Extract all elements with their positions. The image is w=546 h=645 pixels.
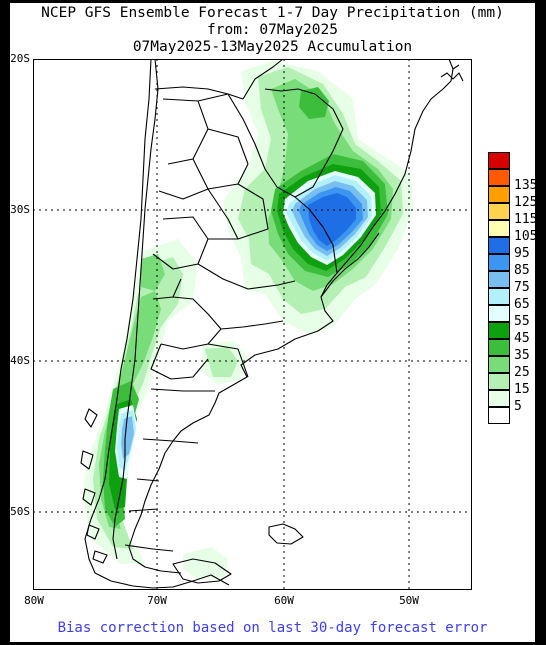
border-argentina-brazil — [294, 196, 338, 274]
coastline-west — [84, 59, 230, 589]
legend-label: 5 — [514, 399, 522, 414]
border-bolivia-east — [242, 59, 284, 100]
title-line-1: NCEP GFS Ensemble Forecast 1-7 Day Preci… — [41, 5, 504, 21]
province-lines-south — [124, 388, 215, 552]
legend-swatch — [488, 237, 510, 254]
footer-note: Bias correction based on last 30-day for… — [57, 620, 488, 636]
precip-5mm-sw-tip — [183, 547, 228, 579]
frame-left — [0, 0, 10, 645]
precip-25mm-west-coast — [99, 291, 161, 529]
lon-label-50w: 50W — [399, 594, 419, 607]
title-line-2: from: 07May2025 — [207, 22, 338, 38]
lat-label-30s: 30S — [10, 203, 30, 216]
falkland-islands — [268, 523, 304, 545]
lon-label-70w: 70W — [147, 594, 167, 607]
legend-swatch — [488, 288, 510, 305]
legend-swatch — [488, 305, 510, 322]
legend-label: 135 — [514, 178, 538, 193]
legend-swatch — [488, 186, 510, 203]
map-svg — [33, 59, 472, 590]
border-chile-argentina — [112, 59, 159, 560]
legend-label: 95 — [514, 246, 530, 261]
legend-swatch — [488, 373, 510, 390]
legend-label: 35 — [514, 348, 530, 363]
legend-label: 45 — [514, 331, 530, 346]
legend-label: 115 — [514, 212, 538, 227]
legend-swatch — [488, 356, 510, 373]
tierra-del-fuego — [172, 558, 232, 584]
border-bolivia-south — [154, 86, 244, 100]
legend-label: 25 — [514, 365, 530, 380]
province-lines-north — [152, 93, 296, 290]
border-uruguay — [320, 232, 380, 298]
chile-islands — [80, 408, 108, 564]
lat-label-40s: 40S — [10, 354, 30, 367]
legend-swatch — [488, 169, 510, 186]
precip-35mm-north-blob — [299, 87, 329, 119]
lon-label-80w: 80W — [24, 594, 44, 607]
lat-label-20s: 20S — [10, 52, 30, 65]
color-legend — [488, 152, 510, 494]
precip-15mm-central — [205, 347, 238, 377]
legend-label: 65 — [514, 297, 530, 312]
lon-label-60w: 60W — [274, 594, 294, 607]
province-lines-central — [150, 278, 284, 380]
legend-label: 85 — [514, 263, 530, 278]
coastline-east — [128, 59, 454, 574]
precip-shading — [83, 61, 413, 579]
legend-swatch — [488, 390, 510, 407]
legend-swatch — [488, 152, 510, 169]
legend-swatch — [488, 254, 510, 271]
map-border — [33, 59, 472, 590]
precipitation-map — [33, 59, 472, 590]
grid-lines — [33, 59, 472, 590]
legend-label: 15 — [514, 382, 530, 397]
precip-5mm-west-coast — [83, 239, 198, 564]
frame-top — [0, 0, 546, 3]
legend-swatch — [488, 322, 510, 339]
frame-right — [535, 0, 546, 645]
lat-label-50s: 50S — [10, 505, 30, 518]
legend-swatch — [488, 339, 510, 356]
precip-95mm-uy — [308, 193, 356, 246]
legend-swatch — [488, 407, 510, 424]
legend-label: 125 — [514, 195, 538, 210]
title-line-3: 07May2025-13May2025 Accumulation — [132, 39, 413, 55]
precip-25mm-andes-north — [141, 254, 165, 291]
legend-swatch — [488, 203, 510, 220]
legend-label: 55 — [514, 314, 530, 329]
coastlines-borders — [80, 59, 464, 589]
legend-swatch — [488, 220, 510, 237]
ne-coast-detail — [440, 64, 464, 82]
frame-bottom — [0, 642, 546, 645]
legend-label: 105 — [514, 229, 538, 244]
precip-75mm-chile — [121, 416, 134, 459]
legend-label: 75 — [514, 280, 530, 295]
border-paraguay — [227, 88, 344, 198]
legend-swatch — [488, 271, 510, 288]
